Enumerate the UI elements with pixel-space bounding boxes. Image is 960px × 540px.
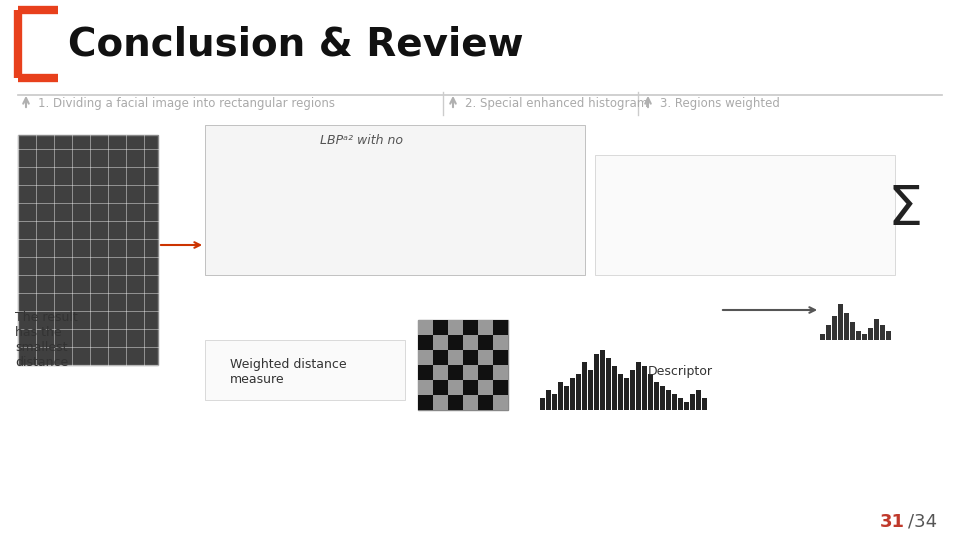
Bar [418,365,433,380]
Bar [702,398,707,410]
Bar [636,362,641,410]
Bar [666,390,671,410]
Bar [558,382,563,410]
Bar [690,394,695,410]
Bar [600,350,605,410]
Bar [696,390,701,410]
Text: 31: 31 [880,513,905,531]
Bar [418,350,433,365]
Bar [478,395,493,410]
Bar [684,402,689,410]
Bar [838,304,843,340]
Bar [433,380,448,395]
Text: LBPᵃ² with no: LBPᵃ² with no [320,133,403,146]
Bar [868,328,873,340]
Bar [606,358,611,410]
FancyBboxPatch shape [418,320,508,410]
Bar [463,365,478,380]
Bar [478,380,493,395]
Bar [478,335,493,350]
Bar [478,320,493,335]
Bar [660,386,665,410]
Bar [493,380,508,395]
Bar [433,335,448,350]
Bar [448,380,463,395]
Bar [862,334,867,340]
Bar [642,366,647,410]
Bar [678,398,683,410]
Bar [588,370,593,410]
Bar [832,316,837,340]
FancyBboxPatch shape [205,125,585,275]
Bar [552,394,557,410]
Bar [844,313,849,340]
Bar [618,374,623,410]
Bar [826,325,831,340]
Text: Conclusion & Review: Conclusion & Review [68,25,523,63]
Text: 2. Special enhanced histogram: 2. Special enhanced histogram [465,97,648,110]
Bar [874,319,879,340]
Bar [448,395,463,410]
Text: 3. Regions weighted: 3. Regions weighted [660,97,780,110]
Bar [478,350,493,365]
Bar [433,350,448,365]
Bar [886,331,891,340]
Bar [463,350,478,365]
Bar [418,395,433,410]
Text: Weighted distance
measure: Weighted distance measure [230,358,347,386]
Bar [856,331,861,340]
Bar [648,374,653,410]
Bar [448,320,463,335]
Text: Σ: Σ [887,183,923,237]
Bar [850,322,855,340]
Bar [448,335,463,350]
Bar [418,320,433,335]
Bar [493,350,508,365]
Text: /34: /34 [908,513,937,531]
FancyBboxPatch shape [205,340,405,400]
Bar [624,378,629,410]
FancyBboxPatch shape [595,155,895,275]
Bar [433,320,448,335]
Bar [463,395,478,410]
Bar [493,395,508,410]
Bar [546,390,551,410]
Text: Descriptor: Descriptor [647,366,712,379]
Bar [463,320,478,335]
Bar [463,380,478,395]
Bar [672,394,677,410]
Bar [630,370,635,410]
Text: 1. Dividing a facial image into rectangular regions: 1. Dividing a facial image into rectangu… [38,97,335,110]
Bar [570,378,575,410]
Bar [493,365,508,380]
Bar [463,335,478,350]
Bar [576,374,581,410]
Bar [594,354,599,410]
Bar [493,335,508,350]
Text: The result
has the
smallest
distance: The result has the smallest distance [15,311,78,369]
Bar [478,365,493,380]
Bar [582,362,587,410]
Bar [433,365,448,380]
Bar [612,366,617,410]
Bar [540,398,545,410]
Bar [448,365,463,380]
Bar [880,325,885,340]
Bar [564,386,569,410]
FancyBboxPatch shape [18,135,158,365]
Bar [493,320,508,335]
Bar [448,350,463,365]
Bar [433,395,448,410]
Bar [820,334,825,340]
Bar [418,335,433,350]
Bar [654,382,659,410]
Bar [418,380,433,395]
